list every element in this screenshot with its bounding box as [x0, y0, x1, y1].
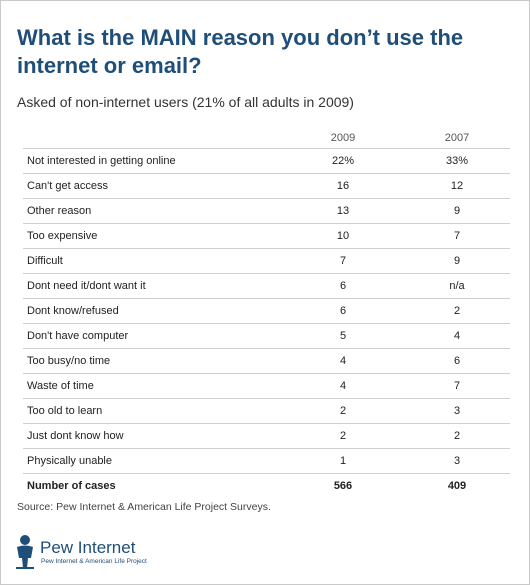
- pew-internet-logo: Pew Internet Pew Internet & American Lif…: [14, 532, 214, 572]
- value-2007: 4: [453, 330, 461, 342]
- table-row: Too expensive 10 7: [23, 224, 510, 249]
- row-label: Too old to learn: [27, 405, 103, 417]
- value-2007: n/a: [449, 280, 465, 292]
- table-row: Physically unable 1 3: [23, 449, 510, 474]
- value-2007: 9: [453, 205, 461, 217]
- row-label: Physically unable: [27, 455, 112, 467]
- table-row: Difficult 7 9: [23, 249, 510, 274]
- row-label: Other reason: [27, 205, 92, 217]
- value-2007: 33%: [445, 155, 469, 167]
- value-2007: 2: [453, 305, 461, 317]
- row-label: Dont need it/dont want it: [27, 280, 146, 292]
- row-label: Dont know/refused: [27, 305, 119, 317]
- row-label: Just dont know how: [27, 430, 124, 442]
- row-label: Too expensive: [27, 230, 98, 242]
- value-2007: 6: [453, 355, 461, 367]
- table-row: Not interested in getting online 22% 33%: [23, 148, 510, 174]
- row-label: Don't have computer: [27, 330, 129, 342]
- value-2007: 12: [450, 180, 464, 192]
- logo-wordmark: Pew Internet: [40, 538, 136, 557]
- value-2007: 3: [453, 455, 461, 467]
- total-2009: 566: [333, 480, 353, 492]
- value-2009: 6: [339, 305, 347, 317]
- column-header-2009: 2009: [330, 132, 356, 144]
- person-silhouette-icon: [16, 535, 34, 569]
- value-2009: 10: [336, 230, 350, 242]
- value-2009: 2: [339, 405, 347, 417]
- source-note: Source: Pew Internet & American Life Pro…: [17, 501, 271, 513]
- row-label: Difficult: [27, 255, 63, 267]
- value-2009: 1: [339, 455, 347, 467]
- value-2009: 22%: [331, 155, 355, 167]
- row-label: Can't get access: [27, 180, 108, 192]
- table-row: Other reason 13 9: [23, 199, 510, 224]
- value-2009: 13: [336, 205, 350, 217]
- table-row: Just dont know how 2 2: [23, 424, 510, 449]
- table-row: Can't get access 16 12: [23, 174, 510, 199]
- value-2009: 4: [339, 355, 347, 367]
- value-2009: 2: [339, 430, 347, 442]
- total-label: Number of cases: [27, 480, 116, 492]
- value-2007: 7: [453, 230, 461, 242]
- value-2009: 5: [339, 330, 347, 342]
- table-row: Don't have computer 5 4: [23, 324, 510, 349]
- table-row: Dont need it/dont want it 6 n/a: [23, 274, 510, 299]
- column-header-2007: 2007: [444, 132, 470, 144]
- row-label: Waste of time: [27, 380, 94, 392]
- total-row: Number of cases 566 409: [23, 474, 510, 498]
- value-2007: 7: [453, 380, 461, 392]
- value-2009: 7: [339, 255, 347, 267]
- logo-tagline: Pew Internet & American Life Project: [41, 558, 147, 565]
- row-label: Too busy/no time: [27, 355, 111, 367]
- value-2007: 2: [453, 430, 461, 442]
- table-row: Dont know/refused 6 2: [23, 299, 510, 324]
- value-2007: 3: [453, 405, 461, 417]
- value-2009: 16: [336, 180, 350, 192]
- row-label: Not interested in getting online: [27, 155, 176, 167]
- data-table: Not interested in getting online 22% 33%…: [23, 148, 510, 498]
- table-row: Too busy/no time 4 6: [23, 349, 510, 374]
- value-2007: 9: [453, 255, 461, 267]
- chart-title: What is the MAIN reason you don’t use th…: [17, 25, 464, 78]
- chart-subtitle: Asked of non-internet users (21% of all …: [17, 94, 354, 110]
- table-row: Too old to learn 2 3: [23, 399, 510, 424]
- total-2007: 409: [447, 480, 467, 492]
- table-row: Waste of time 4 7: [23, 374, 510, 399]
- value-2009: 4: [339, 380, 347, 392]
- value-2009: 6: [339, 280, 347, 292]
